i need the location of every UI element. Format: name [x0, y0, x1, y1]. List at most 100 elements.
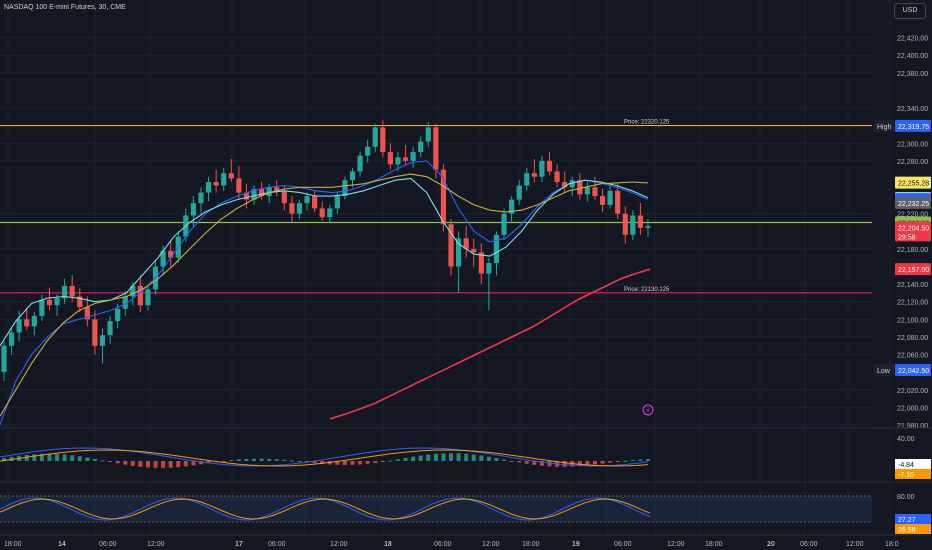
axis-badge — [895, 363, 931, 376]
candle-body — [213, 182, 219, 186]
macd-histogram-bar — [108, 461, 113, 462]
macd-histogram-bar — [365, 461, 370, 464]
macd-line — [0, 447, 649, 467]
candle-body — [259, 189, 265, 197]
macd-tick: 40.00 — [897, 436, 915, 443]
candle-body — [592, 187, 598, 197]
candle-body — [493, 234, 500, 263]
candle-body — [395, 157, 401, 165]
macd-histogram-bar — [183, 461, 188, 467]
macd-histogram-bar — [411, 456, 416, 461]
candle-body — [99, 335, 106, 346]
macd-histogram-bar — [9, 456, 14, 461]
macd-histogram-bar — [77, 456, 82, 461]
time-label-15: 20 — [767, 541, 775, 548]
macd-histogram-bar — [350, 461, 355, 465]
time-label-13: 12:00 — [667, 541, 685, 548]
macd-histogram-bar — [433, 453, 438, 461]
axis-side-label: High — [877, 124, 892, 131]
macd-histogram-bar — [70, 455, 75, 461]
candle-body — [531, 173, 537, 177]
time-label-8: 06:00 — [434, 541, 452, 548]
candle-body — [433, 127, 439, 170]
price-tick-6: 22,220.00 — [897, 212, 928, 219]
candle-body — [69, 285, 75, 297]
candle-body — [289, 203, 295, 214]
macd-histogram-bar — [615, 461, 620, 462]
macd-histogram-bar — [547, 461, 552, 467]
macd-histogram-bar — [441, 453, 446, 461]
axis-side-tag — [874, 119, 894, 132]
macd-histogram-bar — [100, 460, 105, 462]
axis-badge-value: 22,042.50 — [898, 368, 929, 375]
axis-badge-value: 22,157.00 — [898, 267, 929, 274]
macd-histogram-bar — [608, 461, 613, 463]
macd-histogram-bar — [145, 461, 150, 468]
currency-button[interactable]: USD — [894, 3, 926, 19]
macd-histogram-bar — [274, 459, 279, 461]
candle-body — [304, 196, 310, 204]
candle-body — [92, 319, 98, 346]
chart-title: NASDAQ 100 E-mini Futures, 30, CME — [4, 4, 126, 11]
candle-body — [122, 296, 128, 309]
macd-histogram-bar — [471, 454, 476, 461]
axis-badge-value: 22,319.75 — [898, 124, 929, 131]
macd-histogram-bar — [358, 461, 363, 465]
candle-body — [54, 298, 60, 306]
candle-body — [357, 155, 363, 172]
stoch-badge — [895, 524, 931, 534]
macd-histogram-bar — [449, 453, 454, 461]
macd-badge — [895, 469, 931, 479]
candle-body — [418, 141, 424, 153]
price-tick-0: 22,420.00 — [897, 36, 928, 43]
macd-histogram-bar — [206, 461, 211, 464]
axis-badge-countdown: 29:58 — [898, 234, 916, 241]
price-tick-9: 22,120.00 — [897, 300, 928, 307]
candle-body — [236, 178, 242, 193]
candle-body — [342, 180, 348, 197]
candle-body — [130, 285, 136, 297]
macd-histogram-bar — [532, 461, 537, 465]
stoch-badge-value: 27.27 — [898, 517, 916, 524]
macd-histogram-bar — [479, 455, 484, 461]
time-label-10: 18:00 — [522, 541, 540, 548]
macd-histogram-bar — [456, 453, 461, 461]
candle-body — [440, 169, 447, 225]
macd-histogram-bar — [426, 454, 431, 461]
level-label-resistance: Price: 22320.125 — [624, 120, 670, 126]
macd-histogram-bar — [320, 461, 325, 464]
candle-body — [107, 321, 113, 336]
candle-body — [349, 171, 356, 181]
macd-histogram-bar — [464, 453, 469, 461]
axis-badge — [895, 119, 931, 132]
macd-histogram-bar — [24, 454, 29, 461]
macd-histogram-bar — [32, 454, 37, 461]
axis-badge — [895, 176, 931, 189]
candle-body — [327, 208, 333, 218]
candle-body — [516, 185, 522, 200]
candle-body — [380, 127, 386, 153]
axis-side-label: Low — [877, 368, 891, 375]
price-tick-3: 22,340.00 — [897, 106, 928, 113]
candle-body — [539, 160, 545, 177]
time-label-7: 18 — [384, 541, 392, 548]
candle-body — [221, 173, 227, 186]
macd-histogram-bar — [646, 459, 650, 461]
candle-body — [448, 224, 454, 267]
macd-histogram-bar — [502, 459, 507, 461]
price-tick-8: 22,140.00 — [897, 282, 928, 289]
signal-line — [0, 449, 649, 467]
candle-body — [554, 171, 560, 182]
candle-body — [243, 192, 250, 200]
axis-badge-value: 22,204.50 — [898, 225, 929, 232]
time-label-16: 06:00 — [800, 541, 818, 548]
stoch-badge — [895, 514, 931, 524]
time-label-4: 17 — [235, 541, 243, 548]
price-tick-15: 21,980.00 — [897, 423, 928, 430]
macd-histogram-bar — [191, 461, 196, 466]
candle-body — [160, 250, 166, 267]
moving-average-line — [329, 268, 651, 420]
candle-body — [599, 196, 606, 205]
